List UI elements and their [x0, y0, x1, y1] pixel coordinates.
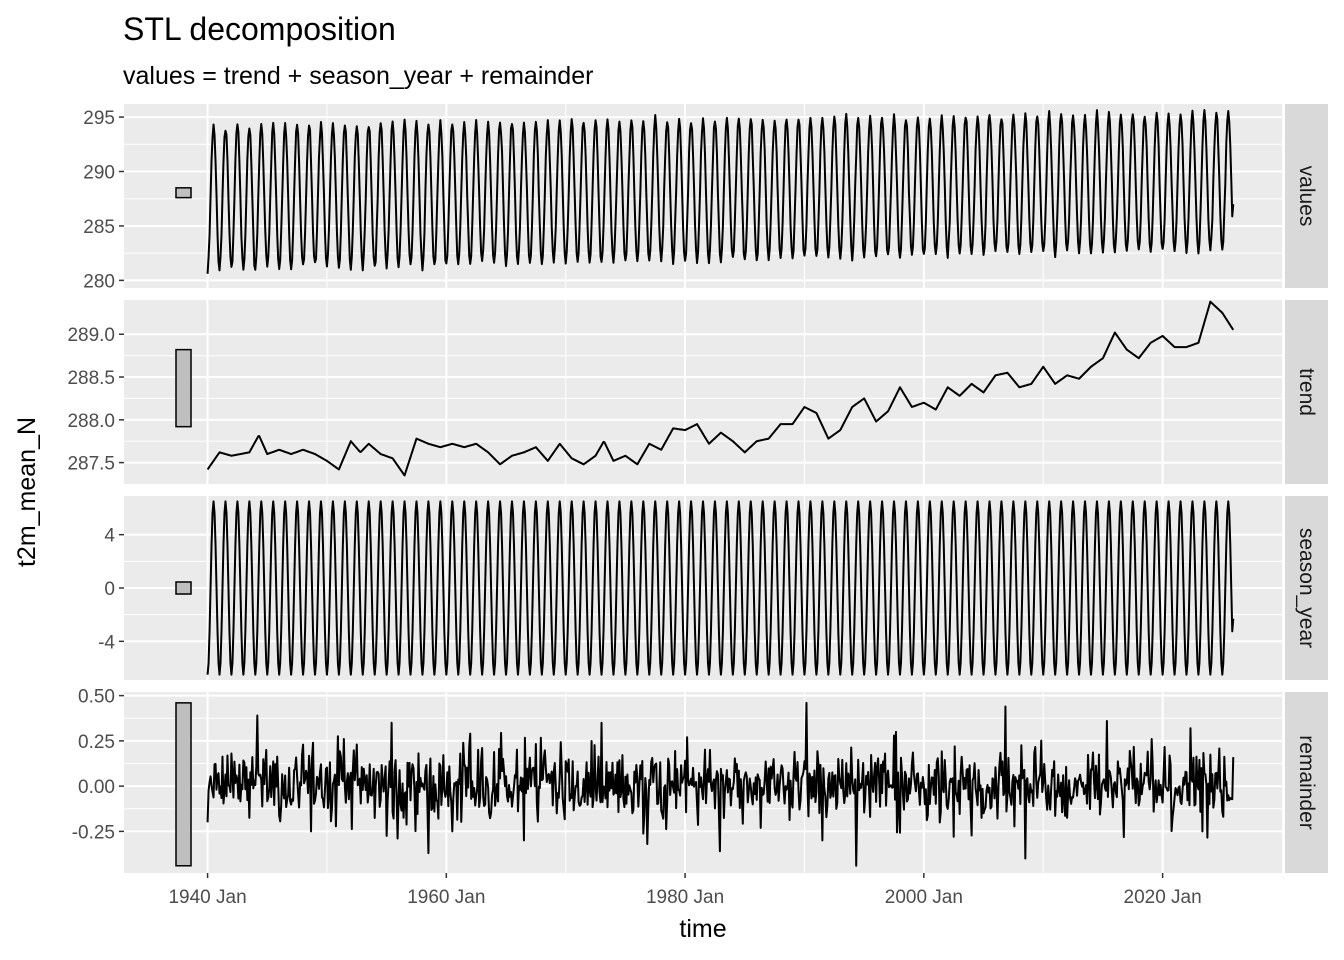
panel-remainder: -0.25 0.00 0.25 0.50 remainder: [72, 687, 1328, 873]
scale-bar: [175, 348, 192, 428]
facet-strip-label: trend: [1295, 368, 1318, 416]
chart-subtitle: values = trend + season_year + remainder: [123, 62, 593, 90]
x-tick-label: 1980 Jan: [646, 887, 724, 908]
series-line-season_year: [206, 500, 1235, 676]
y-tick-label: 295: [83, 108, 115, 129]
facet-strip-label: season_year: [1295, 528, 1318, 648]
facet-strip-label: values: [1295, 166, 1318, 227]
panel-values: 280 285 290 295 values: [83, 104, 1328, 292]
y-tick-label: 0.00: [78, 777, 115, 798]
x-tick-label: 2000 Jan: [885, 887, 963, 908]
x-tick-label: 1940 Jan: [168, 887, 246, 908]
x-tick-label: 2020 Jan: [1124, 887, 1202, 908]
panel-trend: 287.5 288.0 288.5 289.0 trend: [67, 300, 1328, 484]
series-line-remainder: [206, 701, 1235, 867]
facet-strip: [1285, 496, 1328, 680]
x-axis-title: time: [679, 915, 726, 943]
y-tick-label: 288.5: [67, 368, 115, 389]
panel-season_year: -4 0 4 season_year: [98, 496, 1328, 680]
chart-title: STL decomposition: [123, 11, 396, 47]
facet-strip: [1285, 692, 1328, 873]
series-line-values: [206, 108, 1235, 274]
y-tick-label: 287.5: [67, 454, 115, 475]
y-tick-label: -0.25: [72, 822, 115, 843]
y-tick-label: 0: [104, 579, 115, 600]
facet-strip-label: remainder: [1295, 735, 1318, 830]
y-tick-label: 0.50: [78, 687, 115, 708]
scale-bar: [175, 581, 192, 595]
scale-bar: [175, 187, 192, 199]
scale-bar: [175, 702, 192, 867]
y-tick-label: -4: [98, 632, 115, 653]
y-tick-label: 289.0: [67, 325, 115, 346]
series-line-trend: [206, 300, 1235, 477]
facet-panels: 280 285 290 295 values 287.5 288.0 288.5 289.0 tr…: [67, 104, 1328, 873]
y-tick-label: 288.0: [67, 411, 115, 432]
y-tick-label: 0.25: [78, 732, 115, 753]
y-tick-label: 280: [83, 271, 115, 292]
panel-background: [124, 300, 1282, 484]
y-tick-label: 290: [83, 163, 115, 184]
x-axis: 1940 Jan 1960 Jan 1980 Jan 2000 Jan 2020 Jan: [168, 873, 1202, 908]
facet-strip: [1285, 104, 1328, 288]
y-tick-label: 4: [104, 526, 115, 547]
x-tick-label: 1960 Jan: [407, 887, 485, 908]
y-tick-label: 285: [83, 217, 115, 238]
facet-strip: [1285, 300, 1328, 484]
y-axis-title: t2m_mean_N: [13, 417, 41, 567]
